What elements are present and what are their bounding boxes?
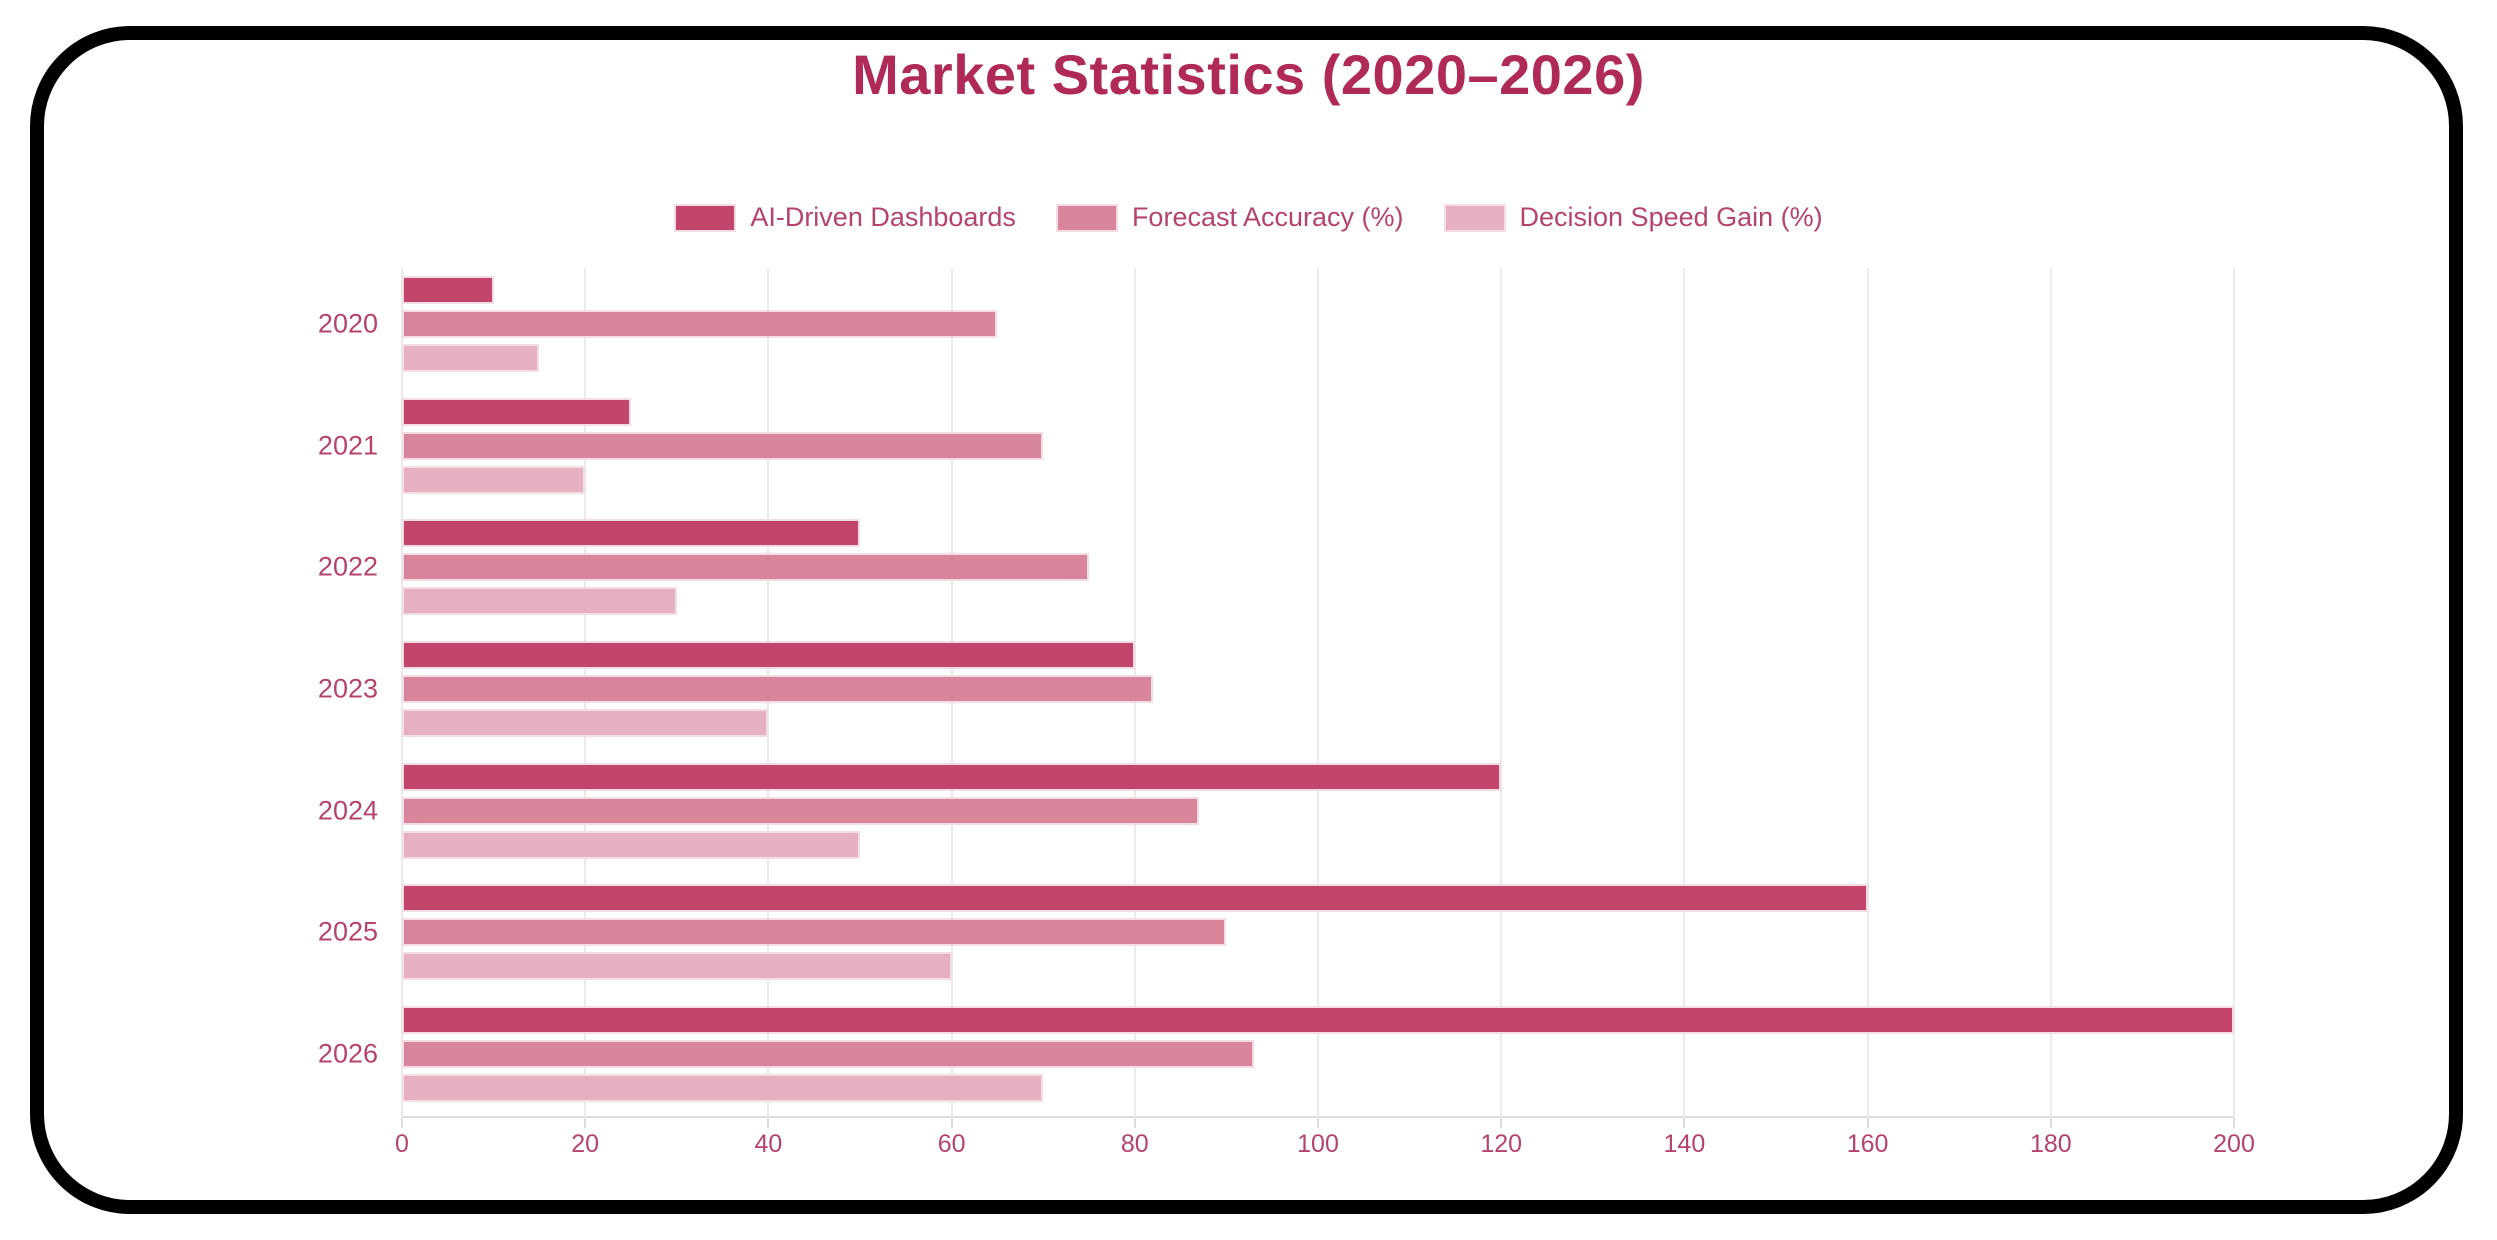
- bar: [402, 640, 1135, 669]
- x-tick-mark: [1317, 1118, 1319, 1128]
- gridline: [1500, 268, 1503, 1118]
- bar: [402, 310, 998, 338]
- y-axis-label: 2026: [317, 1038, 378, 1069]
- x-tick-mark: [2049, 1118, 2052, 1128]
- bar: [402, 708, 769, 737]
- bar: [402, 796, 1199, 825]
- category-group: 2026: [318, 1005, 2234, 1102]
- bar: [402, 1073, 1044, 1102]
- category-group: 2024: [318, 762, 2234, 859]
- y-axis-label: 2021: [317, 430, 378, 461]
- bar: [402, 553, 1089, 582]
- x-tick-mark: [1866, 1118, 1869, 1128]
- x-tick-label: 180: [2029, 1130, 2072, 1158]
- bar: [402, 587, 677, 616]
- legend-swatch: [1055, 203, 1118, 232]
- chart-legend: AI-Driven Dashboards Forecast Accuracy (%…: [0, 202, 2497, 233]
- x-tick-mark: [1683, 1118, 1686, 1128]
- bar: [402, 830, 860, 859]
- chart-area: 2020 2021 2022 2023 2024 2025 2026 0 20 40 60 80 10…: [318, 268, 2255, 1158]
- legend-label: AI-Driven Dashboards: [750, 202, 1016, 232]
- gridline: [1317, 268, 1319, 1118]
- x-tick-label: 60: [937, 1130, 966, 1158]
- gridline: [1866, 268, 1869, 1118]
- bar: [402, 397, 631, 426]
- y-axis-label: 2020: [317, 308, 378, 339]
- x-tick-label: 20: [571, 1130, 600, 1158]
- x-tick-label: 40: [754, 1130, 783, 1158]
- legend-item: Decision Speed Gain (%): [1443, 202, 1823, 233]
- chart-title: Market Statistics (2020–2026): [852, 43, 1645, 106]
- x-tick-mark: [767, 1118, 770, 1128]
- bar: [402, 431, 1044, 460]
- x-tick-mark: [401, 1118, 403, 1128]
- bar: [402, 762, 1502, 791]
- legend-item: AI-Driven Dashboards: [674, 202, 1016, 233]
- y-axis-label: 2025: [317, 916, 378, 947]
- y-axis-label: 2023: [317, 673, 378, 704]
- window-frame: [30, 26, 2463, 1214]
- x-tick-label: 160: [1846, 1130, 1889, 1158]
- x-tick-mark: [584, 1118, 587, 1128]
- x-axis: 0 20 40 60 80 100 120 140 160 180 200: [395, 1118, 2255, 1170]
- legend-swatch: [674, 203, 737, 232]
- x-tick-mark: [2233, 1118, 2235, 1128]
- x-tick-mark: [1500, 1118, 1503, 1128]
- x-tick-label: 80: [1120, 1130, 1149, 1158]
- category-group: 2022: [318, 519, 2234, 616]
- category-group: 2021: [318, 397, 2234, 494]
- category-group: 2020: [318, 276, 2234, 372]
- bar: [402, 1039, 1254, 1068]
- gridline: [2049, 268, 2052, 1118]
- bar: [402, 1005, 2234, 1034]
- x-tick-label: 100: [1297, 1130, 1339, 1158]
- gridline: [1683, 268, 1686, 1118]
- x-tick-label: 120: [1480, 1130, 1523, 1158]
- legend-label: Forecast Accuracy (%): [1131, 202, 1404, 232]
- x-tick-label: 140: [1663, 1130, 1706, 1158]
- category-group: 2025: [318, 884, 2234, 981]
- legend-swatch: [1443, 203, 1506, 232]
- bar: [402, 276, 494, 304]
- x-tick-mark: [1133, 1118, 1136, 1128]
- bar: [402, 884, 1868, 913]
- bar: [402, 344, 540, 372]
- bar: [402, 519, 860, 548]
- y-axis-label: 2022: [317, 551, 378, 582]
- legend-label: Decision Speed Gain (%): [1519, 202, 1823, 232]
- legend-item: Forecast Accuracy (%): [1055, 202, 1404, 233]
- x-tick-mark: [950, 1118, 953, 1128]
- bar: [402, 465, 586, 494]
- y-axis-label: 2024: [317, 795, 378, 826]
- x-tick-label: 0: [395, 1130, 409, 1158]
- bar: [402, 952, 952, 981]
- x-tick-label: 200: [2213, 1130, 2255, 1158]
- category-group: 2023: [318, 640, 2234, 737]
- bar: [402, 918, 1227, 947]
- bar-groups: 2020 2021 2022 2023 2024 2025 2026: [318, 268, 2234, 1118]
- gridline: [2233, 268, 2235, 1118]
- bar: [402, 674, 1154, 703]
